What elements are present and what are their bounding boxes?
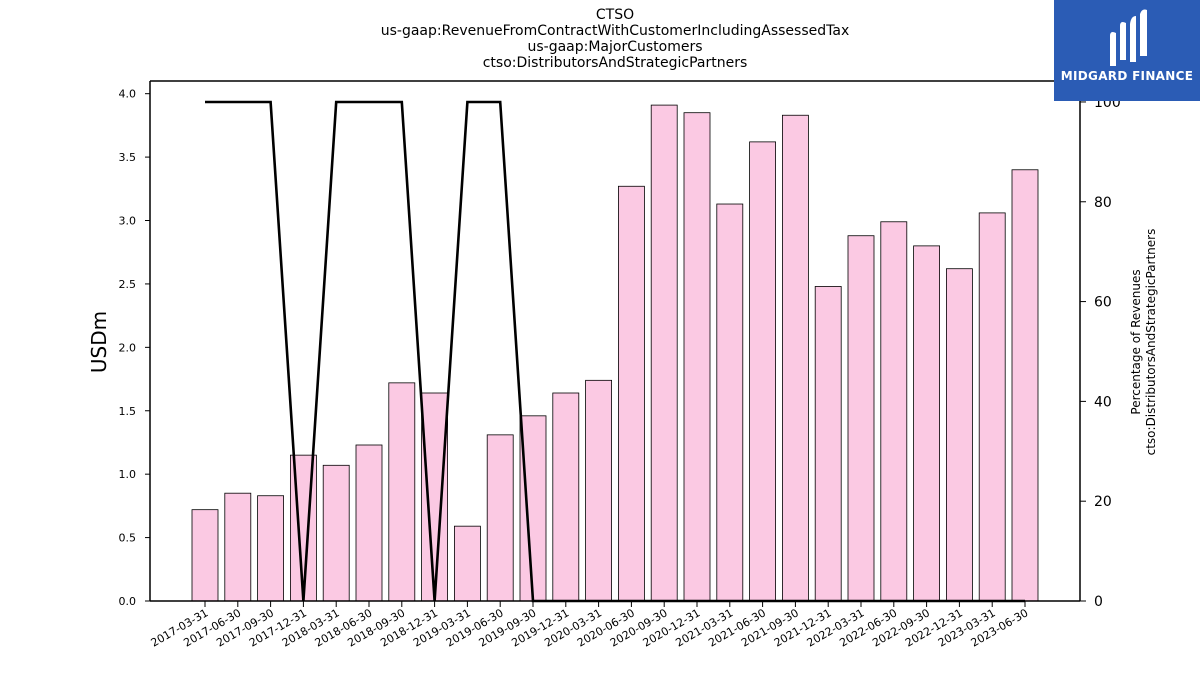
- bar: [552, 392, 580, 602]
- y-tick-label: 0.5: [119, 532, 137, 545]
- bar: [782, 114, 809, 602]
- bar: [191, 509, 219, 602]
- y-axis-label: USDm: [87, 311, 111, 373]
- y-right-tick-label: 0: [1094, 594, 1103, 610]
- chart-title-line-3: us-gaap:MajorCustomers: [527, 39, 703, 55]
- y-right-tick-label: 80: [1094, 195, 1112, 211]
- chart-title-line-4: ctso:DistributorsAndStrategicPartners: [482, 55, 748, 71]
- bar: [224, 492, 252, 602]
- y-tick-label: 1.0: [119, 468, 137, 481]
- bar: [847, 235, 875, 602]
- chart-title-line-1: CTSO: [595, 7, 635, 23]
- y-tick-label: 0.0: [119, 595, 137, 608]
- bar: [814, 286, 842, 602]
- y-tick-label: 2.0: [119, 341, 137, 354]
- bar: [946, 268, 973, 602]
- midgard-finance-logo: MIDGARD FINANCE: [1054, 0, 1200, 101]
- y-tick-label: 2.5: [119, 278, 137, 291]
- chart-title-line-2: us-gaap:RevenueFromContractWithCustomerI…: [380, 23, 850, 39]
- y-right-tick-label: 60: [1094, 295, 1112, 311]
- bar: [453, 525, 481, 602]
- bar: [618, 185, 645, 602]
- y-tick-label: 3.5: [119, 151, 137, 164]
- bar: [421, 392, 449, 602]
- bar: [913, 245, 940, 602]
- y-tick-label: 1.5: [119, 405, 137, 418]
- bar: [716, 203, 744, 602]
- bar: [322, 464, 350, 602]
- y-tick-label: 4.0: [119, 88, 137, 101]
- bar: [519, 415, 547, 602]
- bar: [355, 444, 383, 602]
- bar: [388, 382, 416, 602]
- logo-text: MIDGARD FINANCE: [1060, 69, 1194, 83]
- logo-mark-icon: [1110, 9, 1147, 66]
- y-right-tick-label: 40: [1094, 394, 1112, 410]
- bar: [978, 212, 1006, 602]
- bar: [683, 112, 711, 602]
- bar: [650, 104, 678, 602]
- bar: [585, 379, 612, 602]
- bar: [1011, 169, 1039, 602]
- y-right-axis-label-line-2: ctso:DistributorsAndStrategicPartners: [1144, 229, 1158, 456]
- bar: [749, 141, 776, 602]
- bar: [486, 434, 514, 602]
- y-tick-label: 3.0: [119, 215, 137, 228]
- y-right-axis-label-line-1: Percentage of Revenues: [1129, 269, 1143, 414]
- bar: [257, 495, 285, 602]
- bar: [880, 221, 908, 602]
- y-right-tick-label: 20: [1094, 494, 1112, 510]
